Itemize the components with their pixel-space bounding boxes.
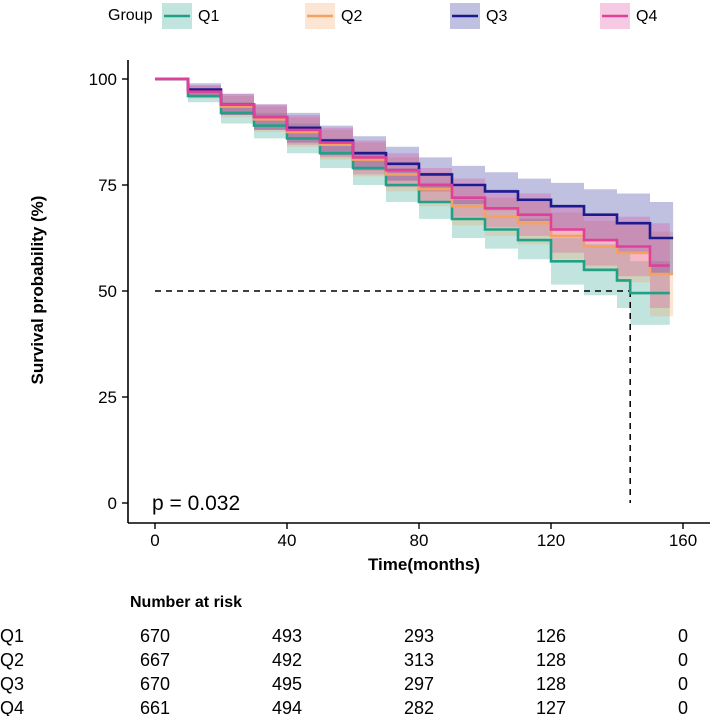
legend-label: Q3: [486, 8, 507, 25]
risk-cell: 126: [536, 626, 566, 646]
legend: Group Q1 Q2 Q3 Q4: [108, 3, 657, 29]
axes: 0 25 50 75 100 0 40 80 120 160: [89, 60, 710, 550]
x-tick-label: 80: [410, 531, 429, 550]
risk-cell: 128: [536, 650, 566, 670]
risk-cell: 495: [272, 674, 302, 694]
risk-cell: 670: [140, 674, 170, 694]
risk-cell: 0: [678, 698, 688, 716]
legend-label: Q2: [341, 8, 362, 25]
legend-title: Group: [108, 7, 153, 24]
x-tick-label: 120: [537, 531, 565, 550]
x-axis-title: Time(months): [368, 555, 480, 574]
ci-band-q3: [155, 79, 674, 274]
y-tick-label: 0: [108, 494, 117, 513]
risk-cell: 494: [272, 698, 302, 716]
risk-cell: 0: [678, 674, 688, 694]
risk-table: Q1 670 493 293 126 0 Q2 667 492 313 128 0 Q3 670 495 29…: [0, 626, 688, 716]
median-reference-lines: [155, 290, 631, 503]
risk-row-q2: Q2 667 492 313 128 0: [0, 650, 688, 670]
legend-item-q1: Q1: [162, 3, 219, 29]
y-axis-title: Survival probability (%): [28, 196, 47, 385]
survival-curves: [155, 77, 674, 295]
risk-row-label: Q1: [0, 626, 24, 646]
legend-item-q3: Q3: [450, 3, 507, 29]
risk-cell: 661: [140, 698, 170, 716]
risk-row-q3: Q3 670 495 297 128 0: [0, 674, 688, 694]
risk-row-q4: Q4 661 494 282 127 0: [0, 698, 688, 716]
risk-cell: 127: [536, 698, 566, 716]
legend-label: Q1: [198, 8, 219, 25]
risk-table-title: Number at risk: [130, 594, 242, 611]
risk-cell: 670: [140, 626, 170, 646]
risk-cell: 493: [272, 626, 302, 646]
legend-item-q4: Q4: [600, 3, 657, 29]
risk-cell: 492: [272, 650, 302, 670]
y-tick-label: 50: [98, 282, 117, 301]
x-tick-label: 160: [669, 531, 697, 550]
risk-row-label: Q3: [0, 674, 24, 694]
risk-row-q1: Q1 670 493 293 126 0: [0, 626, 688, 646]
risk-row-label: Q4: [0, 698, 24, 716]
risk-cell: 297: [404, 674, 434, 694]
x-tick-label: 0: [150, 531, 159, 550]
y-tick-label: 25: [98, 388, 117, 407]
risk-row-label: Q2: [0, 650, 24, 670]
ci-band-q1: [155, 79, 670, 325]
legend-label: Q4: [636, 8, 657, 25]
legend-item-q2: Q2: [305, 3, 362, 29]
risk-cell: 282: [404, 698, 434, 716]
survival-line-q4: [155, 77, 670, 267]
risk-cell: 128: [536, 674, 566, 694]
p-value-label: p = 0.032: [152, 492, 240, 515]
risk-cell: 0: [678, 626, 688, 646]
y-tick-label: 75: [98, 176, 117, 195]
risk-cell: 667: [140, 650, 170, 670]
x-tick-label: 40: [278, 531, 297, 550]
y-tick-label: 100: [89, 70, 117, 89]
risk-cell: 293: [404, 626, 434, 646]
risk-cell: 0: [678, 650, 688, 670]
risk-cell: 313: [404, 650, 434, 670]
confidence-bands: [155, 79, 674, 325]
